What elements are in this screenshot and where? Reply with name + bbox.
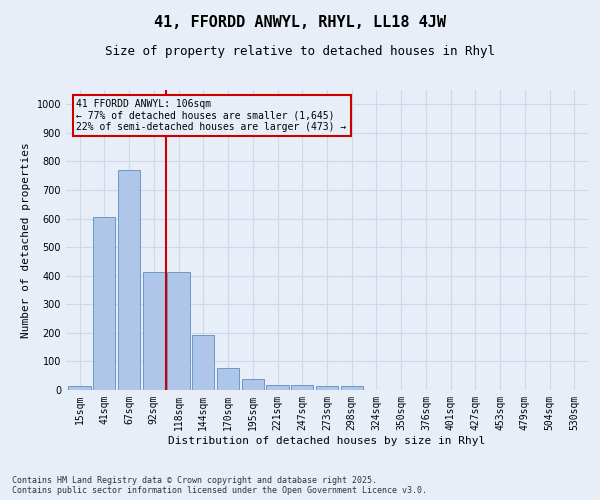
Bar	[118, 170, 140, 390]
Y-axis label: Number of detached properties: Number of detached properties	[21, 142, 31, 338]
Bar	[143, 272, 165, 390]
Text: 41 FFORDD ANWYL: 106sqm
← 77% of detached houses are smaller (1,645)
22% of semi: 41 FFORDD ANWYL: 106sqm ← 77% of detache…	[76, 99, 347, 132]
Text: Contains HM Land Registry data © Crown copyright and database right 2025.
Contai: Contains HM Land Registry data © Crown c…	[12, 476, 427, 495]
Bar	[167, 272, 190, 390]
Bar	[217, 368, 239, 390]
Text: Size of property relative to detached houses in Rhyl: Size of property relative to detached ho…	[105, 45, 495, 58]
Bar	[316, 386, 338, 390]
Bar	[93, 217, 115, 390]
Bar	[242, 378, 264, 390]
Bar	[266, 384, 289, 390]
Text: 41, FFORDD ANWYL, RHYL, LL18 4JW: 41, FFORDD ANWYL, RHYL, LL18 4JW	[154, 15, 446, 30]
Bar	[341, 386, 363, 390]
Bar	[291, 384, 313, 390]
Bar	[192, 335, 214, 390]
Bar	[68, 386, 91, 390]
X-axis label: Distribution of detached houses by size in Rhyl: Distribution of detached houses by size …	[169, 436, 485, 446]
